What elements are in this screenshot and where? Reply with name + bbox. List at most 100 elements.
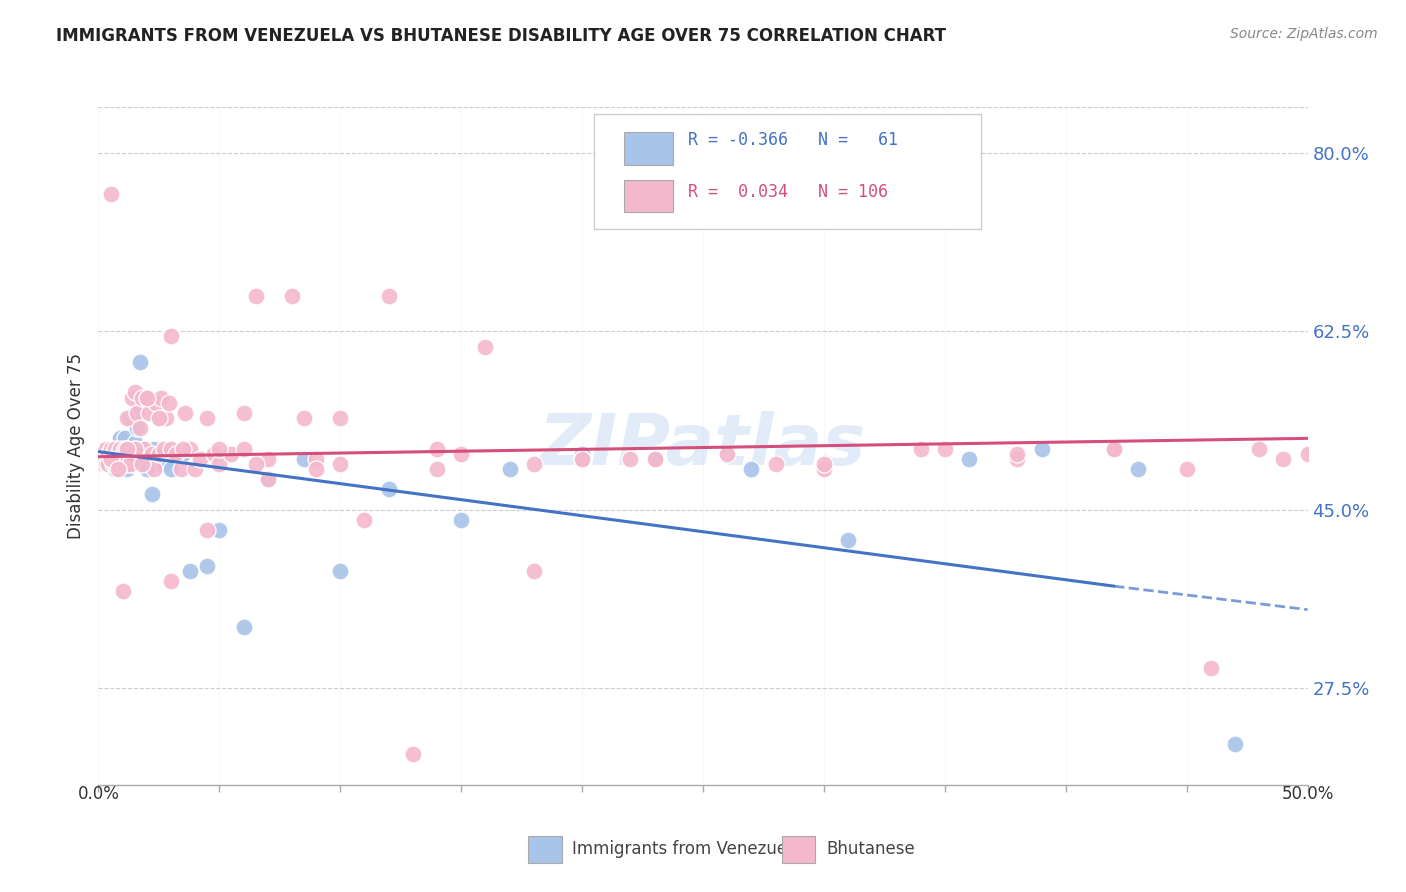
Text: Immigrants from Venezuela: Immigrants from Venezuela — [572, 840, 803, 858]
FancyBboxPatch shape — [595, 114, 981, 229]
Point — [143, 462, 166, 476]
Point — [145, 395, 167, 409]
Point — [121, 391, 143, 405]
Point — [101, 447, 124, 461]
Point — [160, 442, 183, 456]
Point — [1102, 442, 1125, 456]
Point — [152, 457, 174, 471]
FancyBboxPatch shape — [527, 836, 561, 863]
Point — [152, 442, 174, 456]
Point — [256, 472, 278, 486]
Point — [571, 447, 593, 461]
Point — [523, 564, 546, 578]
Point — [292, 451, 315, 466]
Point — [128, 421, 150, 435]
Point — [100, 451, 122, 466]
FancyBboxPatch shape — [624, 179, 673, 212]
Point — [100, 457, 122, 471]
Point — [1223, 737, 1246, 751]
Point — [91, 457, 114, 471]
Point — [134, 442, 156, 456]
Point — [117, 411, 139, 425]
Point — [1296, 447, 1319, 461]
FancyBboxPatch shape — [624, 132, 673, 165]
Text: 50.0%: 50.0% — [1281, 785, 1334, 803]
Point — [148, 411, 170, 425]
Point — [195, 523, 218, 537]
Point — [426, 462, 449, 476]
Point — [101, 451, 124, 466]
Point — [167, 447, 190, 461]
Point — [141, 487, 163, 501]
Point — [138, 406, 160, 420]
Point — [204, 447, 226, 461]
Point — [910, 442, 932, 456]
Text: IMMIGRANTS FROM VENEZUELA VS BHUTANESE DISABILITY AGE OVER 75 CORRELATION CHART: IMMIGRANTS FROM VENEZUELA VS BHUTANESE D… — [56, 27, 946, 45]
Point — [94, 447, 117, 461]
Point — [377, 288, 399, 302]
Point — [107, 457, 129, 471]
Point — [450, 447, 472, 461]
Point — [619, 451, 641, 466]
Point — [90, 451, 112, 466]
Point — [143, 442, 166, 456]
Point — [281, 288, 304, 302]
Point — [114, 442, 136, 456]
Point — [934, 442, 956, 456]
Point — [91, 451, 114, 466]
Point — [157, 395, 180, 409]
Point — [150, 391, 173, 405]
Text: R =  0.034   N = 106: R = 0.034 N = 106 — [689, 183, 889, 201]
Point — [179, 442, 201, 456]
Point — [172, 447, 194, 461]
Point — [104, 457, 127, 471]
Point — [292, 411, 315, 425]
Point — [813, 457, 835, 471]
Point — [329, 411, 352, 425]
Point — [135, 391, 157, 405]
Point — [111, 442, 134, 456]
Point — [131, 391, 153, 405]
Point — [100, 442, 122, 456]
Point — [111, 447, 134, 461]
Point — [837, 533, 859, 548]
Point — [127, 451, 149, 466]
Point — [114, 451, 136, 466]
Point — [155, 411, 177, 425]
Point — [1007, 451, 1029, 466]
Point — [160, 574, 183, 588]
Point — [1031, 442, 1053, 456]
Point — [305, 451, 328, 466]
Point — [245, 457, 267, 471]
Point — [100, 442, 122, 456]
Point — [111, 584, 134, 599]
Point — [232, 620, 254, 634]
Point — [644, 451, 666, 466]
Point — [118, 411, 141, 425]
Point — [97, 457, 120, 471]
Text: Source: ZipAtlas.com: Source: ZipAtlas.com — [1230, 27, 1378, 41]
Point — [121, 457, 143, 471]
Point — [124, 442, 146, 456]
Point — [108, 457, 131, 471]
Point — [1128, 462, 1150, 476]
Point — [571, 451, 593, 466]
Point — [305, 462, 328, 476]
Point — [107, 462, 129, 476]
Point — [1249, 442, 1271, 456]
Point — [134, 442, 156, 456]
Point — [353, 513, 375, 527]
Point — [94, 457, 117, 471]
Point — [208, 457, 231, 471]
Point — [426, 442, 449, 456]
Point — [111, 457, 134, 471]
Point — [124, 436, 146, 450]
Point — [141, 447, 163, 461]
Point — [498, 462, 520, 476]
Point — [232, 406, 254, 420]
Point — [111, 451, 134, 466]
Text: Bhutanese: Bhutanese — [827, 840, 915, 858]
Point — [1272, 451, 1295, 466]
Point — [474, 340, 496, 354]
Point — [135, 391, 157, 405]
